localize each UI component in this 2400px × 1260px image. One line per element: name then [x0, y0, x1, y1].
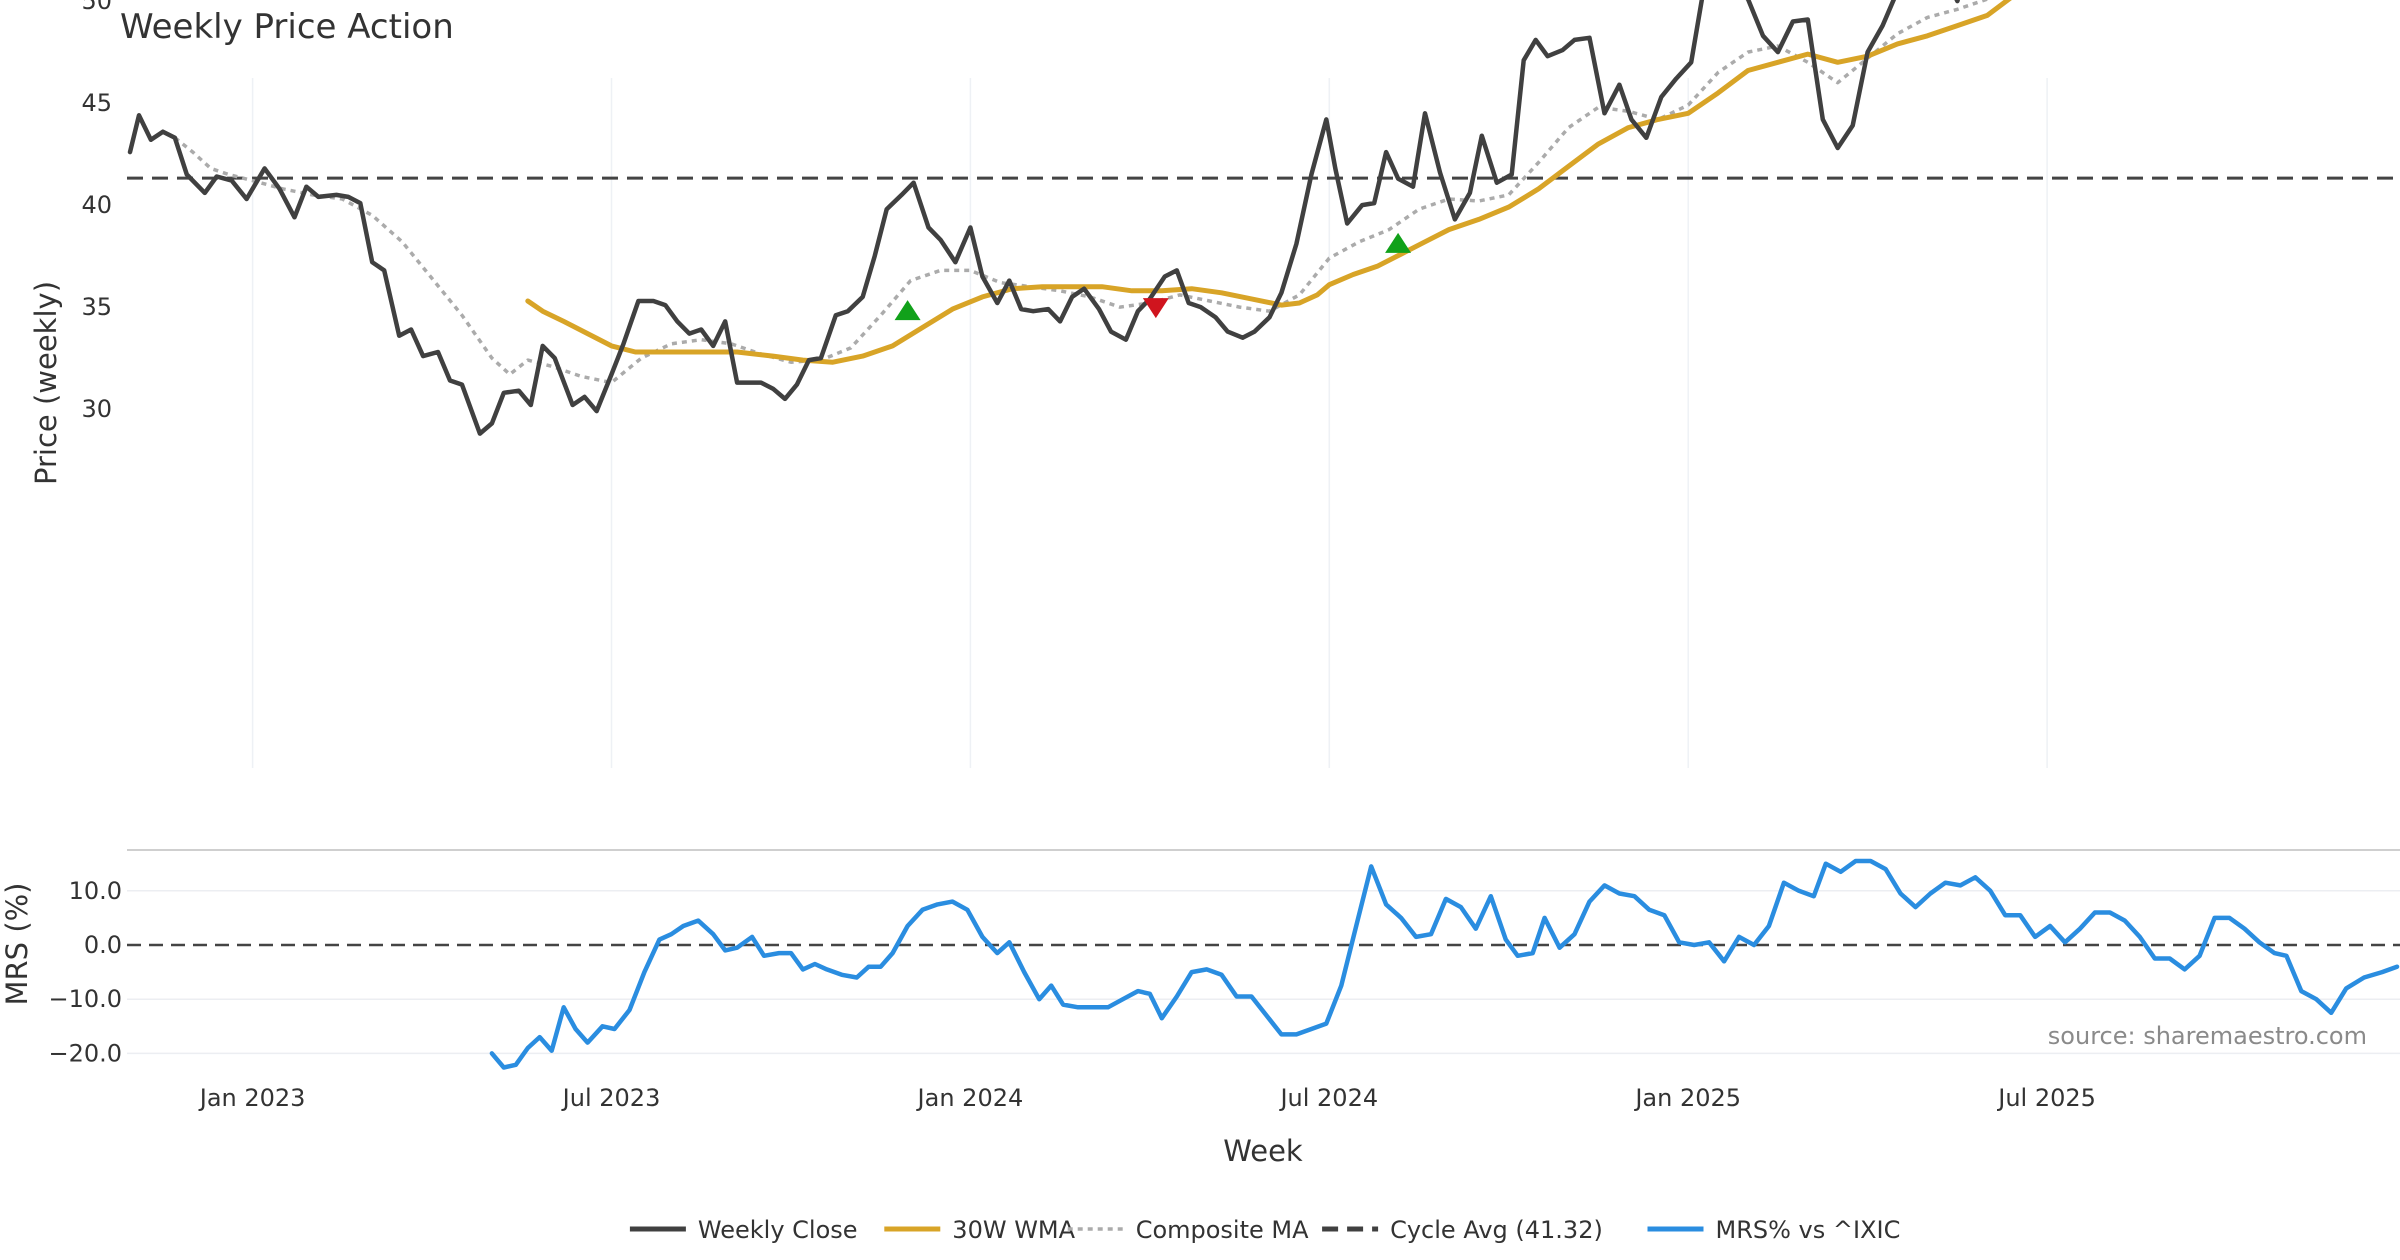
legend-label: 30W WMA	[952, 1216, 1075, 1244]
x-tick-label: Jul 2023	[561, 1084, 661, 1112]
mrs-gridlines	[127, 890, 2400, 1055]
legend-item: MRS% vs ^IXIC	[1647, 1216, 1901, 1244]
source-note: source: sharemaestro.com	[2048, 1022, 2367, 1050]
mrs-y-axis-label: MRS (%)	[0, 883, 34, 1006]
x-tick-label: Jan 2023	[198, 1084, 306, 1112]
mrs-line	[489, 858, 2400, 1070]
buy-signal-marker	[1385, 232, 1412, 253]
legend-item: Composite MA	[1067, 1216, 1309, 1244]
chart-title: Weekly Price Action	[120, 7, 454, 47]
price-gridlines	[251, 78, 2048, 768]
signal-markers	[894, 232, 1412, 321]
x-tick-label: Jan 2025	[1633, 1084, 1741, 1112]
mrs-y-tick-label: 10.0	[69, 877, 122, 905]
sell-signal-marker	[1142, 298, 1169, 319]
price-y-tick-label: 50	[81, 0, 112, 15]
x-tick-label: Jul 2024	[1278, 1084, 1378, 1112]
legend-label: MRS% vs ^IXIC	[1716, 1216, 1901, 1244]
x-axis-ticks: Jan 2023 Jul 2023 Jan 2024 Jul 2024 Jan 2025…	[198, 1084, 2096, 1112]
x-tick-label: Jul 2025	[1996, 1084, 2096, 1112]
legend-label: Weekly Close	[698, 1216, 858, 1244]
buy-signal-marker	[894, 300, 921, 321]
mrs-y-tick-label: −20.0	[48, 1039, 122, 1067]
legend-label: Composite MA	[1136, 1216, 1309, 1244]
price-y-axis-label: Price (weekly)	[29, 281, 63, 485]
mrs-y-tick-label: −10.0	[48, 985, 122, 1013]
series-lines	[127, 0, 2400, 1070]
price-y-ticks: 30354045505560	[81, 0, 112, 423]
price-y-tick-label: 35	[81, 293, 112, 321]
wma-30w-line	[525, 0, 2012, 365]
price-y-tick-label: 40	[81, 191, 112, 219]
legend-label: Cycle Avg (41.32)	[1390, 1216, 1603, 1244]
legend-item: 30W WMA	[884, 1216, 1076, 1244]
legend-item: Weekly Close	[629, 1216, 858, 1244]
mrs-y-tick-label: 0.0	[84, 931, 122, 959]
price-y-tick-label: 45	[81, 89, 112, 117]
reference-lines	[127, 176, 2400, 947]
legend: Weekly Close 30W WMA Composite MA Cycle Avg…	[629, 1216, 1901, 1244]
mrs-y-ticks: 10.0 0.0 −10.0 −20.0	[48, 877, 122, 1068]
price-y-tick-label: 30	[81, 395, 112, 423]
x-tick-label: Jan 2024	[916, 1084, 1024, 1112]
composite-ma-line	[173, 0, 1990, 385]
x-axis-label: Week	[1223, 1134, 1303, 1168]
weekly-close-line	[127, 0, 1961, 436]
legend-item: Cycle Avg (41.32)	[1322, 1216, 1603, 1244]
